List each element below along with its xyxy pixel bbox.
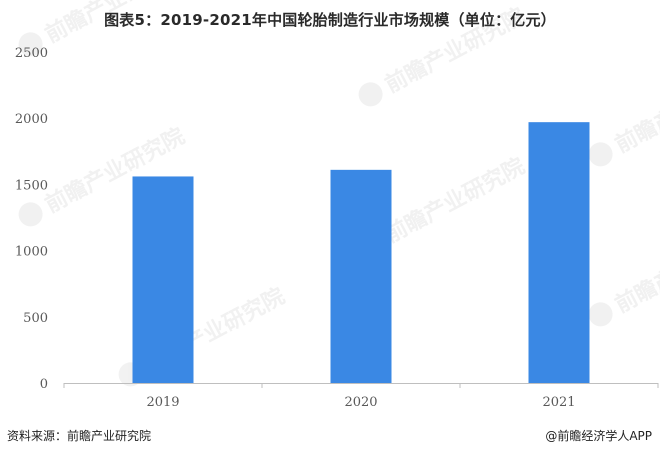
y-tick-label: 500 <box>23 311 48 326</box>
watermark-text: 前瞻产业研究院 <box>611 223 660 318</box>
y-tick-label: 1000 <box>15 245 48 260</box>
y-tick-label: 2500 <box>15 46 48 61</box>
bar-2021 <box>528 122 590 383</box>
watermark-text: 前瞻产业研究院 <box>381 3 529 98</box>
bar-series <box>132 122 590 383</box>
x-axis: 2019 2020 2021 <box>63 383 659 410</box>
y-tick-label: 1500 <box>15 178 48 193</box>
x-tick-label: 2020 <box>344 395 377 410</box>
x-tick-label: 2019 <box>146 395 179 410</box>
bar-2020 <box>330 169 392 383</box>
x-tick-label: 2021 <box>542 395 575 410</box>
source-note: 资料来源：前瞻产业研究院 <box>7 429 152 443</box>
y-axis: 0 500 1000 1500 2000 2500 <box>15 46 48 392</box>
brand-credit: @前瞻经济学人APP <box>545 429 652 443</box>
watermark-logo: 前瞻产业研究院 <box>358 3 529 107</box>
bar-2019 <box>132 176 194 383</box>
watermark-text: 前瞻产业研究院 <box>41 0 189 48</box>
watermark-text: 前瞻产业研究院 <box>611 63 660 158</box>
chart-title: 图表5：2019-2021年中国轮胎制造行业市场规模（单位：亿元） <box>104 11 556 29</box>
y-tick-label: 0 <box>40 377 48 392</box>
watermark-logo: 前瞻产业研究院 <box>588 223 660 327</box>
watermark-logo: 前瞻产业研究院 <box>588 63 660 167</box>
y-tick-label: 2000 <box>15 112 48 127</box>
watermark-text: 前瞻产业研究院 <box>381 153 529 248</box>
